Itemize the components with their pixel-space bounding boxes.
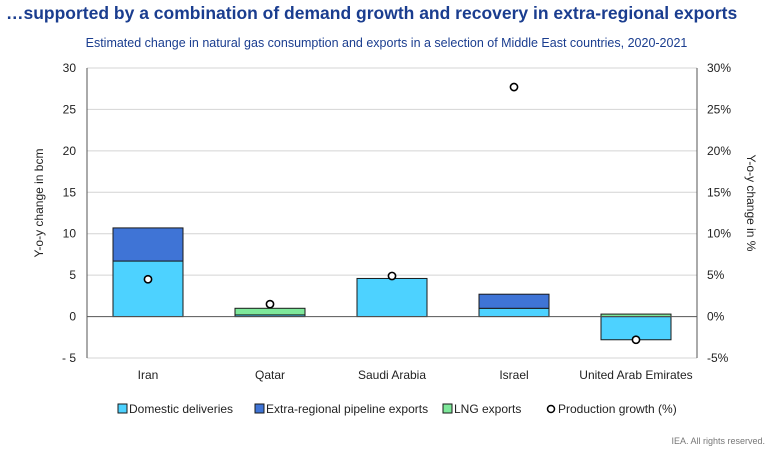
y-tick-label: 15	[63, 185, 77, 199]
legend-label: LNG exports	[454, 402, 521, 416]
y-tick-label: 10	[63, 227, 77, 241]
y2-tick-label: 15%	[707, 185, 731, 199]
legend-label: Extra-regional pipeline exports	[266, 402, 428, 416]
bar-segment	[356, 277, 428, 318]
y2-tick-label: 25%	[707, 102, 731, 116]
category-label: Saudi Arabia	[358, 368, 426, 382]
bar-segment	[112, 260, 184, 318]
production-point	[631, 335, 641, 345]
production-point	[265, 299, 275, 309]
production-point	[509, 82, 519, 92]
category-label: Iran	[138, 368, 159, 382]
y2-tick-label: -5%	[707, 351, 729, 365]
y-tick-label: 5	[69, 268, 76, 282]
y-tick-label: 20	[63, 144, 77, 158]
bar-segment	[234, 307, 306, 316]
y-tick-label: 30	[63, 61, 77, 75]
legend: Domestic deliveries Extra-regional pipeli…	[117, 402, 677, 416]
category-label: United Arab Emirates	[579, 368, 692, 382]
legend-swatch	[442, 403, 453, 414]
legend-label: Domestic deliveries	[129, 402, 233, 416]
y2-tick-label: 5%	[707, 268, 725, 282]
legend-marker	[546, 404, 556, 414]
y2-tick-label: 0%	[707, 310, 725, 324]
chart-title: Estimated change in natural gas consumpt…	[85, 36, 688, 50]
gridlines	[87, 67, 697, 359]
category-label: Qatar	[255, 368, 285, 382]
y2-tick-label: 30%	[707, 61, 731, 75]
legend-swatch	[254, 403, 265, 414]
y2-axis-label: Y-o-y change in %	[744, 155, 758, 252]
production-points	[143, 82, 641, 345]
page-headline: …supported by a combination of demand gr…	[6, 3, 738, 23]
y-tick-label: 25	[63, 102, 77, 116]
bar-segment	[112, 227, 184, 262]
bar-segment	[478, 307, 550, 318]
y-axis-label: Y-o-y change in bcm	[32, 149, 46, 258]
legend-label: Production growth (%)	[558, 402, 677, 416]
category-labels: Iran Qatar Saudi Arabia Israel United Arab E…	[138, 368, 693, 382]
bar-segment	[478, 293, 550, 309]
y2-tick-label: 20%	[707, 144, 731, 158]
legend-swatch	[117, 403, 128, 414]
credit-note: IEA. All rights reserved.	[671, 436, 765, 446]
y-tick-label: - 5	[62, 351, 76, 365]
chart: - 5 -5% 0 0% 5 5% 10 10% 15 15% 20 20% 25 25% 30 30% Ir…	[32, 61, 758, 416]
y-tick-label: 0	[69, 310, 76, 324]
y2-tick-label: 10%	[707, 227, 731, 241]
tick-labels: - 5 -5% 0 0% 5 5% 10 10% 15 15% 20 20% 25 25% 30 30%	[62, 61, 731, 365]
production-point	[387, 271, 397, 281]
production-point	[143, 274, 153, 284]
bars	[112, 227, 672, 341]
category-label: Israel	[499, 368, 528, 382]
